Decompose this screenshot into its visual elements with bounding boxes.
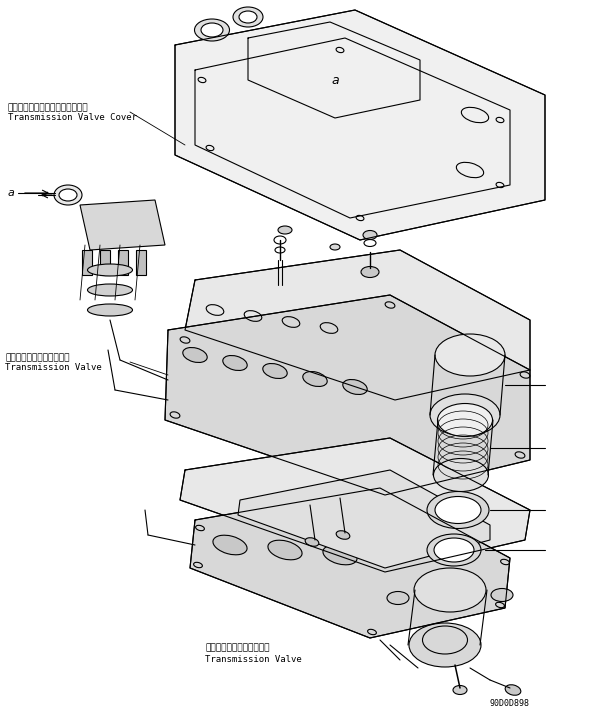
Ellipse shape <box>330 244 340 250</box>
Ellipse shape <box>438 404 493 437</box>
Ellipse shape <box>363 230 377 240</box>
Polygon shape <box>100 250 110 275</box>
Ellipse shape <box>213 535 247 555</box>
Ellipse shape <box>453 685 467 695</box>
Ellipse shape <box>195 19 230 41</box>
Ellipse shape <box>87 284 133 296</box>
Ellipse shape <box>323 545 357 565</box>
Polygon shape <box>180 438 530 572</box>
Text: Transmission Valve: Transmission Valve <box>205 656 301 665</box>
Ellipse shape <box>233 7 263 27</box>
Polygon shape <box>80 200 165 250</box>
Ellipse shape <box>430 394 500 436</box>
Text: トランスミッションバルブ: トランスミッションバルブ <box>5 353 70 363</box>
Ellipse shape <box>305 538 319 546</box>
Ellipse shape <box>87 264 133 276</box>
Ellipse shape <box>278 226 292 234</box>
Polygon shape <box>82 250 92 275</box>
Ellipse shape <box>54 185 82 205</box>
Text: Transmission Valve Cover: Transmission Valve Cover <box>8 114 137 122</box>
Ellipse shape <box>343 380 367 395</box>
Ellipse shape <box>303 372 327 387</box>
Polygon shape <box>185 250 530 400</box>
Ellipse shape <box>505 685 521 695</box>
Polygon shape <box>136 250 146 275</box>
Ellipse shape <box>387 592 409 604</box>
Ellipse shape <box>434 459 489 491</box>
Polygon shape <box>238 470 490 568</box>
Ellipse shape <box>414 568 486 612</box>
Ellipse shape <box>361 267 379 277</box>
Ellipse shape <box>223 356 247 370</box>
Ellipse shape <box>427 534 481 566</box>
Text: a: a <box>8 188 15 198</box>
Ellipse shape <box>87 304 133 316</box>
Ellipse shape <box>427 491 489 528</box>
Text: a: a <box>331 73 339 87</box>
Ellipse shape <box>59 189 77 201</box>
Text: 90D0D898: 90D0D898 <box>490 700 530 708</box>
Ellipse shape <box>491 589 513 602</box>
Ellipse shape <box>435 496 481 523</box>
Ellipse shape <box>435 334 505 376</box>
Ellipse shape <box>263 363 287 378</box>
Text: Transmission Valve: Transmission Valve <box>5 363 101 373</box>
Ellipse shape <box>336 530 350 539</box>
Ellipse shape <box>239 11 257 23</box>
Text: トランスミッションバルブカバー: トランスミッションバルブカバー <box>8 104 88 112</box>
Text: トランスミッションバルブ: トランスミッションバルブ <box>205 643 270 653</box>
Ellipse shape <box>183 348 207 363</box>
Ellipse shape <box>201 23 223 37</box>
Ellipse shape <box>434 538 474 562</box>
Ellipse shape <box>409 623 481 667</box>
Polygon shape <box>165 295 530 495</box>
Polygon shape <box>190 488 510 638</box>
Polygon shape <box>175 10 545 240</box>
Ellipse shape <box>268 540 302 560</box>
Polygon shape <box>118 250 128 275</box>
